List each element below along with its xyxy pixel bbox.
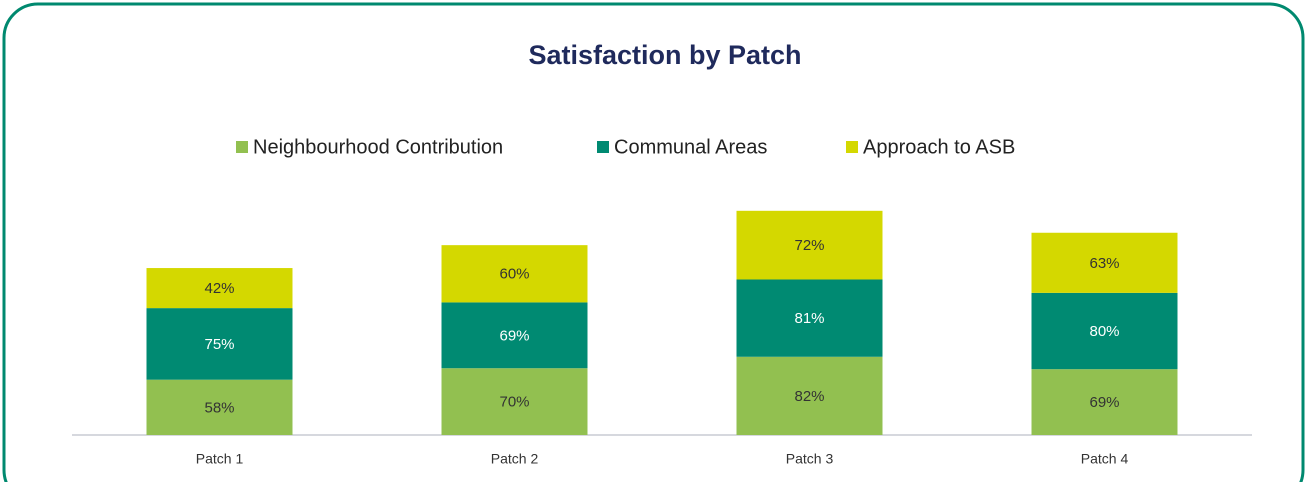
value-label: 75% (204, 336, 234, 353)
bar-segment (1031, 292, 1178, 370)
chart-title: Satisfaction by Patch (528, 40, 801, 70)
value-label: 69% (1089, 394, 1119, 411)
bar-segment (736, 356, 883, 435)
value-label: 81% (794, 310, 824, 327)
bar-segment (441, 302, 588, 369)
bar-segment (441, 368, 588, 435)
bar-segment (441, 245, 588, 303)
value-label: 63% (1089, 255, 1119, 272)
bar-segment (1031, 369, 1178, 435)
value-label: 70% (499, 394, 529, 411)
x-tick-label: Patch 4 (1081, 451, 1129, 467)
x-tick-label: Patch 1 (196, 451, 244, 467)
bar-segment (736, 210, 883, 280)
legend-label: Communal Areas (614, 136, 767, 158)
x-tick-label: Patch 3 (786, 451, 834, 467)
value-label: 60% (499, 266, 529, 283)
legend-swatch (846, 141, 858, 153)
legend-label: Approach to ASB (863, 136, 1015, 158)
value-label: 58% (204, 399, 234, 416)
bar-segment (146, 308, 293, 380)
legend-swatch (236, 141, 248, 153)
legend-label: Neighbourhood Contribution (253, 136, 503, 158)
legend-swatch (597, 141, 609, 153)
bar-segment (146, 268, 293, 309)
value-label: 69% (499, 327, 529, 344)
value-label: 80% (1089, 323, 1119, 340)
bar-segment (736, 279, 883, 357)
value-label: 72% (794, 237, 824, 254)
value-label: 82% (794, 388, 824, 405)
bar-segment (1031, 232, 1178, 293)
bar-segment (146, 379, 293, 435)
value-label: 42% (204, 280, 234, 297)
x-tick-label: Patch 2 (491, 451, 539, 467)
